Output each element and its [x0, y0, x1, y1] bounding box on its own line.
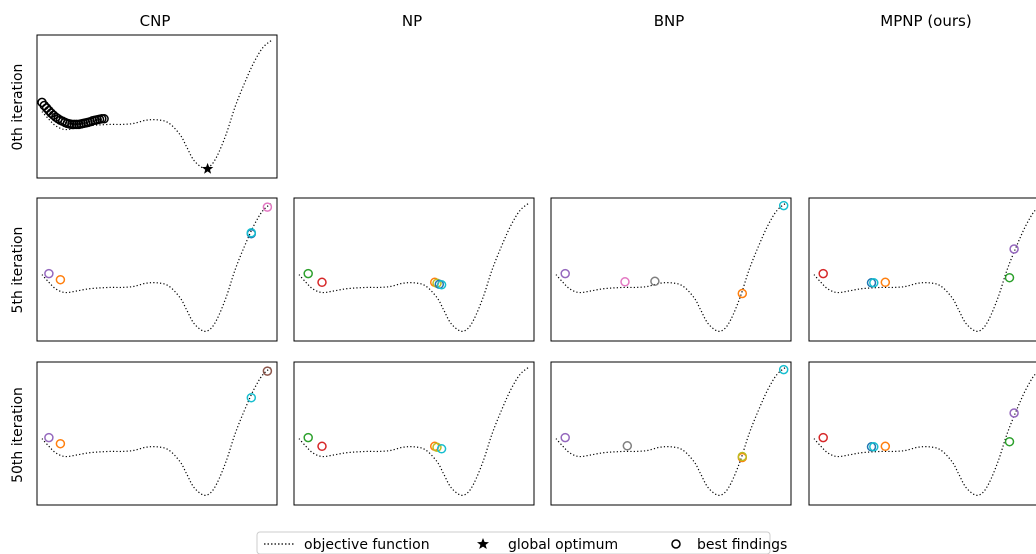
- objective-curve: [298, 366, 530, 496]
- finding-point: [1004, 436, 1015, 447]
- finding-point: [622, 441, 633, 451]
- panel-r1-c3: [808, 197, 1036, 342]
- objective-curve: [41, 202, 273, 332]
- finding-point: [560, 432, 570, 443]
- legend-objective-label: objective function: [304, 537, 430, 553]
- finding-point: [99, 114, 109, 124]
- legend-findings-circle-icon: [671, 539, 681, 549]
- column-title-cnp: CNP: [140, 12, 171, 30]
- column-title-bnp: BNP: [654, 12, 685, 30]
- finding-point: [880, 277, 891, 288]
- finding-point: [650, 276, 660, 287]
- finding-point: [880, 441, 891, 452]
- finding-point: [560, 268, 570, 279]
- finding-point: [55, 274, 66, 285]
- finding-point: [1004, 272, 1015, 283]
- objective-curve: [298, 202, 530, 332]
- objective-curve: [555, 202, 787, 332]
- panel-r2-c3: [808, 361, 1036, 506]
- finding-point: [818, 268, 828, 279]
- finding-point: [262, 202, 273, 212]
- panel-r2-c2: [550, 361, 792, 506]
- panel-r1-c2: [550, 197, 792, 342]
- finding-point: [778, 364, 789, 375]
- finding-point: [317, 441, 327, 452]
- finding-point: [1009, 408, 1019, 418]
- finding-point: [620, 277, 630, 287]
- legend-frame: [256, 531, 771, 554]
- finding-point: [44, 432, 54, 443]
- column-title-mpnp: MPNP (ours): [880, 12, 971, 30]
- row-title-0th: 0th iteration: [10, 64, 26, 151]
- panel-r1-c0: [36, 197, 278, 342]
- panel-frame: [808, 197, 1036, 342]
- finding-point: [737, 288, 748, 299]
- panel-frame: [550, 361, 792, 506]
- row-title-50th: 50th iteration: [10, 387, 26, 483]
- finding-point: [246, 392, 257, 403]
- objective-curve: [813, 372, 1036, 496]
- finding-point: [317, 277, 327, 288]
- legend-findings-label: best findings: [697, 537, 787, 553]
- finding-point: [869, 442, 879, 452]
- finding-point: [436, 280, 447, 290]
- panel-frame: [808, 361, 1036, 506]
- panel-frame: [293, 361, 535, 506]
- global-optimum-star: [201, 162, 214, 174]
- legend-optimum-star-icon: [477, 538, 489, 549]
- legend: objective function global optimum best f…: [256, 531, 787, 554]
- finding-point: [262, 366, 273, 376]
- finding-point: [1009, 244, 1019, 254]
- panel-r2-c0: [36, 361, 278, 506]
- finding-point: [55, 438, 66, 449]
- column-title-np: NP: [402, 12, 422, 30]
- panel-r1-c1: [293, 197, 535, 342]
- finding-point: [436, 444, 447, 454]
- row-title-5th: 5th iteration: [10, 227, 26, 314]
- panel-grid: [36, 34, 1036, 506]
- finding-point: [737, 451, 748, 462]
- panel-frame: [36, 34, 278, 179]
- finding-point: [778, 200, 789, 211]
- panel-frame: [293, 197, 535, 342]
- finding-point: [869, 278, 879, 288]
- finding-point: [432, 442, 442, 453]
- objective-curve: [41, 366, 273, 496]
- panel-frame: [550, 197, 792, 342]
- panel-frame: [36, 197, 278, 342]
- finding-point: [246, 227, 257, 238]
- panel-frame: [36, 361, 278, 506]
- panel-r0-c0: [36, 34, 278, 179]
- objective-curve: [813, 208, 1036, 332]
- objective-curve: [555, 366, 787, 496]
- legend-optimum-label: global optimum: [508, 537, 618, 553]
- finding-point: [44, 268, 54, 279]
- panel-r2-c1: [293, 361, 535, 506]
- finding-point: [818, 432, 828, 443]
- finding-point: [303, 432, 313, 443]
- finding-point: [303, 268, 313, 279]
